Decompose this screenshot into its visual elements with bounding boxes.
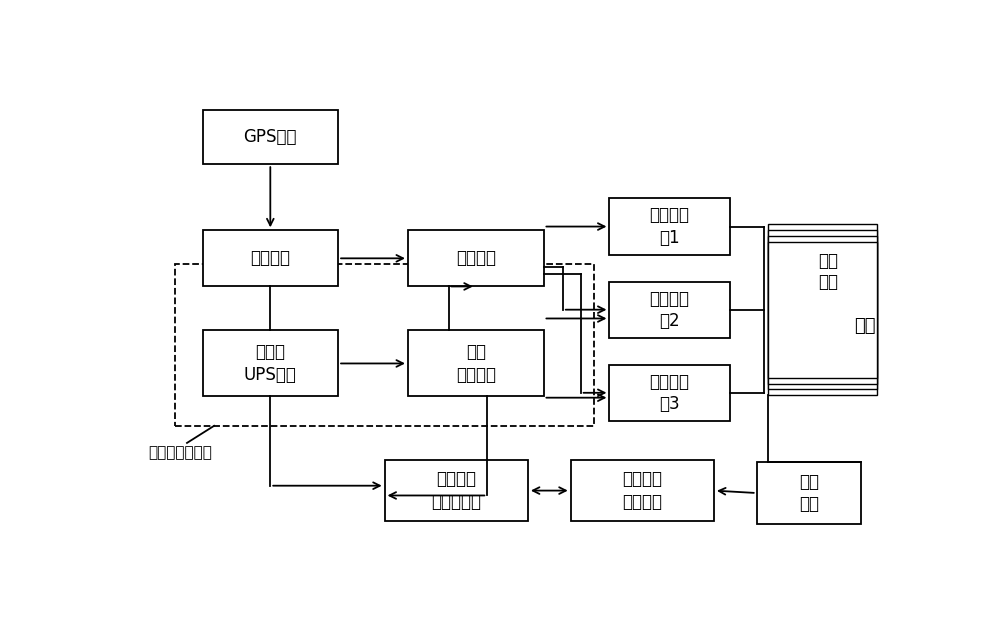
Text: 海缆: 海缆: [854, 317, 876, 335]
Bar: [408, 231, 544, 286]
Bar: [768, 242, 877, 378]
Bar: [408, 330, 544, 396]
Text: 功率放大
器3: 功率放大 器3: [649, 373, 689, 413]
Bar: [385, 460, 528, 521]
Bar: [202, 110, 338, 164]
Text: 海缆
电芯: 海缆 电芯: [818, 252, 838, 291]
Bar: [571, 460, 714, 521]
Bar: [757, 462, 861, 524]
Text: GPS天线: GPS天线: [244, 128, 297, 146]
Bar: [175, 264, 594, 426]
Text: 功率放大
器2: 功率放大 器2: [649, 290, 689, 330]
Text: 功率放大
器1: 功率放大 器1: [649, 206, 689, 246]
Text: 市电和
UPS设备: 市电和 UPS设备: [244, 344, 297, 384]
Bar: [202, 231, 338, 286]
Bar: [768, 236, 877, 384]
Text: 光电信号
转换设备: 光电信号 转换设备: [622, 471, 662, 511]
Bar: [768, 224, 877, 395]
Text: 直流
电源设备: 直流 电源设备: [456, 344, 496, 384]
Bar: [768, 230, 877, 389]
Text: 授时设备: 授时设备: [250, 250, 290, 267]
Bar: [609, 281, 730, 338]
Bar: [202, 330, 338, 396]
Text: 海缆
光芯: 海缆 光芯: [799, 473, 819, 513]
Text: 状态显示
和监控设备: 状态显示 和监控设备: [431, 471, 481, 511]
Bar: [609, 364, 730, 421]
Bar: [609, 199, 730, 255]
Text: 不间断电源设备: 不间断电源设备: [148, 445, 212, 460]
Text: 信源设备: 信源设备: [456, 250, 496, 267]
